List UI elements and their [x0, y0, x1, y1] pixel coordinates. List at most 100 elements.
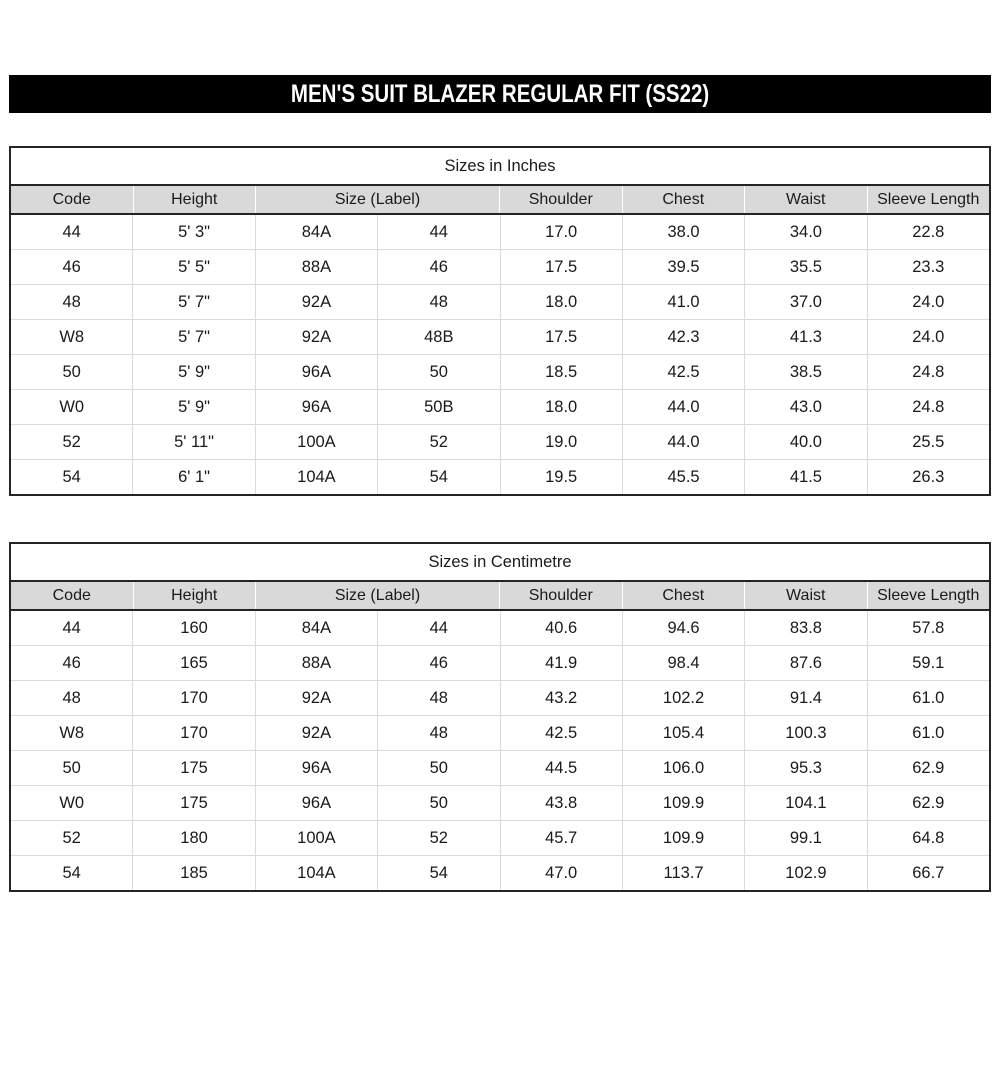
table-cell: 52	[377, 821, 499, 855]
table-row: 50 5' 9" 96A 50 18.5 42.5 38.5 24.8	[11, 354, 989, 389]
table-cell: 104.1	[744, 786, 866, 820]
table-cell: 113.7	[621, 856, 744, 890]
table-cell: 41.9	[499, 646, 622, 680]
table-row: W8 170 92A 48 42.5 105.4 100.3 61.0	[11, 715, 989, 750]
table-cell: 98.4	[621, 646, 744, 680]
column-header-sleeve-length: Sleeve Length	[866, 582, 990, 609]
table-cell: 100A	[254, 821, 377, 855]
title-banner-text: MEN'S SUIT BLAZER REGULAR FIT (SS22)	[290, 79, 710, 108]
table-cell: 48	[377, 716, 499, 750]
table-cell: 23.3	[866, 250, 989, 284]
column-header-waist: Waist	[744, 186, 867, 213]
table-cell: 59.1	[866, 646, 989, 680]
table-cell: 61.0	[866, 716, 989, 750]
column-header-chest: Chest	[621, 582, 745, 609]
table-cell: 48B	[377, 320, 499, 354]
table-cell: 46	[62, 257, 81, 276]
column-header-sleeve-length: Sleeve Length	[866, 186, 990, 213]
column-header-chest: Chest	[621, 186, 745, 213]
table-cell: 42.3	[621, 320, 744, 354]
table-cell: 170	[132, 681, 254, 715]
column-header-size-label: Size (Label)	[255, 582, 499, 609]
table-cell: 42.5	[499, 716, 622, 750]
table-cell: 91.4	[744, 681, 866, 715]
table-row: 44 5' 3" 84A 44 17.0 38.0 34.0 22.8	[11, 215, 989, 249]
title-banner: MEN'S SUIT BLAZER REGULAR FIT (SS22)	[9, 75, 991, 113]
table-cell: 96A	[254, 751, 377, 785]
table-cell: 47.0	[499, 856, 622, 890]
table-cell: 50	[377, 786, 499, 820]
table-cell: W0	[59, 793, 85, 812]
table-cell: 175	[132, 751, 254, 785]
table-cell: 43.0	[744, 390, 866, 424]
table-cell: 40.0	[744, 425, 866, 459]
table-cell: 19.5	[499, 460, 622, 494]
table-cell: 102.2	[621, 681, 744, 715]
table-cell: 99.1	[744, 821, 866, 855]
table-cell: 5' 7"	[132, 285, 254, 319]
table-cell: 19.0	[499, 425, 622, 459]
table-cell: 109.9	[621, 786, 744, 820]
table-cell: 57.8	[866, 611, 989, 645]
table-cell: 84A	[254, 215, 377, 249]
table-cell: 109.9	[621, 821, 744, 855]
table-cell: 96A	[254, 390, 377, 424]
table-cell: 160	[132, 611, 254, 645]
table-row: 54 185 104A 54 47.0 113.7 102.9 66.7	[11, 855, 989, 890]
table-cell: 185	[132, 856, 254, 890]
table-cell: 26.3	[866, 460, 989, 494]
table-cell: 18.0	[499, 285, 622, 319]
table-cell: 92A	[254, 681, 377, 715]
table-cell: 52	[62, 828, 81, 847]
table-cell: 180	[132, 821, 254, 855]
table-cell: 37.0	[744, 285, 866, 319]
table-cell: 50	[62, 758, 81, 777]
table-body-inches: 44 5' 3" 84A 44 17.0 38.0 34.0 22.8 46 5' 5" 88A 46…	[11, 215, 989, 494]
table-cell: 48	[62, 292, 81, 311]
table-cell: 44	[62, 618, 81, 637]
table-cell: 45.5	[621, 460, 744, 494]
table-cell: 44.0	[621, 390, 744, 424]
table-cell: 44.0	[621, 425, 744, 459]
table-row: W0 175 96A 50 43.8 109.9 104.1 62.9	[11, 785, 989, 820]
table-row: 46 165 88A 46 41.9 98.4 87.6 59.1	[11, 645, 989, 680]
table-cell: 5' 3"	[132, 215, 254, 249]
table-cell: 50B	[377, 390, 499, 424]
table-cell: 25.5	[866, 425, 989, 459]
column-header-shoulder: Shoulder	[499, 582, 622, 609]
table-cell: 22.8	[866, 215, 989, 249]
table-cell: 64.8	[866, 821, 989, 855]
table-row: 52 180 100A 52 45.7 109.9 99.1 64.8	[11, 820, 989, 855]
table-cell: 41.5	[744, 460, 866, 494]
table-cell: 17.0	[499, 215, 622, 249]
table-cell: W8	[59, 327, 85, 346]
table-cell: 45.7	[499, 821, 622, 855]
table-cell: 105.4	[621, 716, 744, 750]
table-cell: 61.0	[866, 681, 989, 715]
column-header-height: Height	[132, 582, 256, 609]
table-cell: 170	[132, 716, 254, 750]
table-row: 48 5' 7" 92A 48 18.0 41.0 37.0 24.0	[11, 284, 989, 319]
table-cell: 24.0	[866, 320, 989, 354]
table-cell: 42.5	[621, 355, 744, 389]
table-header-row: Code Height Size (Label) Shoulder Chest …	[11, 582, 989, 611]
table-cell: 44	[62, 222, 81, 241]
table-cell: 5' 5"	[132, 250, 254, 284]
table-cell: 44.5	[499, 751, 622, 785]
table-cell: 5' 9"	[132, 355, 254, 389]
table-cell: 50	[377, 355, 499, 389]
table-cell: 24.8	[866, 355, 989, 389]
table-cell: 92A	[254, 716, 377, 750]
table-cell: 165	[132, 646, 254, 680]
table-cell: 24.8	[866, 390, 989, 424]
table-cell: 44	[377, 215, 499, 249]
table-cell: 92A	[254, 320, 377, 354]
table-body-centimetre: 44 160 84A 44 40.6 94.6 83.8 57.8 46 165 88A 46 41.9…	[11, 611, 989, 890]
table-cell: 104A	[254, 856, 377, 890]
table-cell: 102.9	[744, 856, 866, 890]
table-cell: 88A	[254, 646, 377, 680]
table-cell: 17.5	[499, 320, 622, 354]
table-cell: 6' 1"	[132, 460, 254, 494]
table-cell: 104A	[254, 460, 377, 494]
table-cell: 52	[62, 432, 81, 451]
